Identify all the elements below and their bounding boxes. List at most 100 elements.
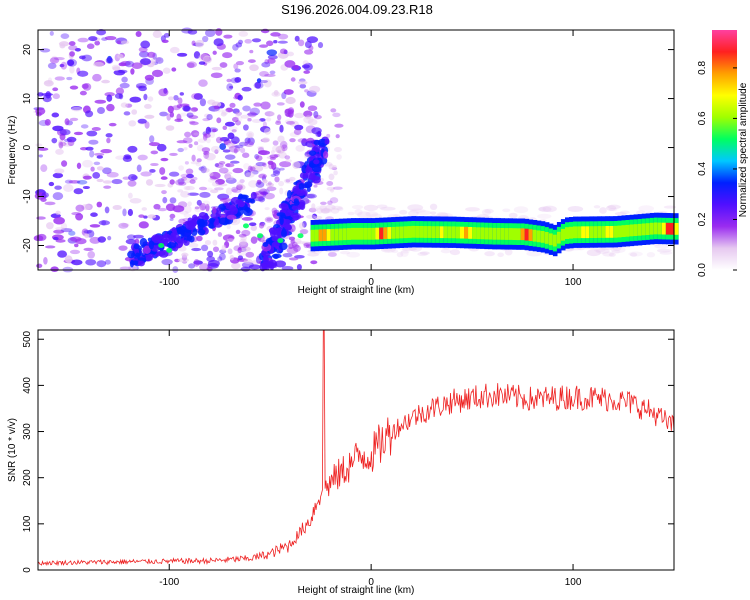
carrier-segment — [427, 226, 433, 238]
spectrogram-blob — [291, 241, 298, 247]
spectrogram-blob — [214, 218, 220, 226]
spectrogram-blob — [60, 228, 73, 233]
spectrogram-blob — [542, 205, 557, 213]
spectrogram-blob — [89, 224, 101, 228]
spectrogram-blob — [200, 165, 207, 174]
spectrogram-blob — [253, 102, 262, 107]
spectrogram-blob — [195, 162, 202, 167]
spectrogram-blob — [73, 131, 84, 136]
spectrogram-blob — [38, 154, 43, 158]
spectrogram-blob — [233, 245, 242, 252]
spectrogram-blob — [263, 254, 268, 261]
spectrogram-blob — [69, 65, 75, 74]
snr-background — [38, 330, 674, 570]
spectrogram-blob — [240, 266, 251, 272]
spectrogram-blob — [57, 250, 68, 258]
spectrogram-blob — [183, 177, 192, 184]
spectrogram-blob — [324, 138, 330, 145]
spectrogram-blob — [502, 208, 511, 213]
carrier-segment — [597, 226, 602, 238]
spectrogram-blob — [121, 223, 130, 228]
spectrogram-blob — [106, 171, 119, 178]
spectrogram-blob — [273, 40, 278, 44]
spectrogram-blob — [258, 79, 268, 84]
spectrogram-blob — [187, 29, 198, 35]
spectrogram-blob — [167, 96, 174, 101]
spectrogram-blob — [526, 250, 542, 257]
spectrogram-blob — [138, 85, 147, 92]
spectrogram-blob — [90, 212, 98, 217]
spectrogram-blob — [264, 216, 274, 223]
spectrogram-blob — [51, 112, 60, 118]
spectrogram-blob — [120, 102, 129, 108]
spectrogram-blob — [128, 173, 138, 182]
y-tick-label: -10 — [22, 189, 33, 204]
spectrogram-blob — [246, 131, 255, 139]
spectrogram-blob — [209, 171, 221, 180]
spectrogram-blob — [46, 222, 54, 230]
spectrogram-blob — [139, 237, 148, 247]
spectrogram-blob — [212, 239, 218, 246]
spectrogram-blob — [169, 152, 178, 156]
spectrogram-blob — [214, 149, 219, 154]
spectrogram-blob — [646, 252, 656, 258]
spectrogram-blob — [297, 138, 310, 143]
spectrogram-blob — [177, 189, 184, 193]
spectrogram-blob — [301, 64, 310, 69]
carrier-segment — [383, 227, 388, 240]
spectrogram-blob — [259, 70, 269, 77]
carrier-segment — [536, 230, 542, 243]
spectrogram-blob — [285, 96, 296, 105]
spectrogram-blob — [211, 66, 223, 71]
spectrogram-blob — [247, 111, 257, 118]
spectrogram-blob — [139, 58, 152, 66]
carrier-segment — [665, 222, 671, 235]
spectrogram-blob — [663, 205, 677, 209]
spectrogram-blob — [206, 114, 213, 121]
spectrogram-blob — [336, 154, 342, 160]
spectrogram-blob — [61, 160, 68, 167]
spectrogram-blob — [250, 236, 258, 244]
spectrogram-blob — [248, 264, 261, 270]
spectrogram-blob — [197, 228, 206, 236]
spectrogram-blob — [225, 187, 233, 196]
spectrogram-blob — [235, 111, 243, 116]
spectrogram-blob — [306, 193, 317, 199]
carrier-segment — [674, 223, 679, 235]
colorbar-tick-label: 0.8 — [697, 61, 708, 75]
carrier-segment — [464, 226, 469, 239]
spectrogram-blob — [611, 249, 621, 254]
spectrogram-blob — [288, 257, 299, 261]
carrier-segment — [334, 228, 340, 241]
carrier-segment — [423, 226, 429, 238]
spectrogram-blob — [143, 93, 148, 101]
spectrogram-blob — [183, 105, 192, 112]
spectrogram-blob — [218, 167, 229, 174]
spectrogram-blob — [162, 196, 168, 204]
spectrogram-blob — [288, 236, 296, 241]
spectrogram-blob — [205, 126, 212, 135]
carrier-segment — [641, 223, 647, 236]
carrier-segment — [512, 228, 518, 240]
spectrogram-blob — [104, 206, 110, 214]
spectrogram-blob — [226, 224, 231, 230]
spectrogram-blob — [305, 115, 312, 120]
spectrogram-blob — [150, 162, 159, 167]
spectrogram-blob — [191, 247, 202, 252]
spectrogram-blob — [104, 92, 115, 97]
spectrogram-blob — [296, 263, 302, 271]
spectrogram-blob — [47, 77, 53, 84]
spectrogram-blob — [97, 236, 107, 243]
spectrogram-blob — [120, 40, 130, 45]
carrier-segment — [544, 232, 550, 244]
spectrogram-blob — [96, 29, 107, 36]
carrier-segment — [363, 227, 368, 240]
spectrogram-blob — [305, 199, 311, 204]
spectrogram-blob — [223, 202, 230, 207]
spectrogram-blob — [40, 164, 48, 172]
spectrogram-blob — [263, 128, 272, 135]
spectrogram-blob — [328, 173, 335, 181]
spectrogram-blob — [272, 140, 279, 146]
spectrogram-blob — [303, 49, 314, 55]
spectrogram-blob — [176, 52, 188, 57]
